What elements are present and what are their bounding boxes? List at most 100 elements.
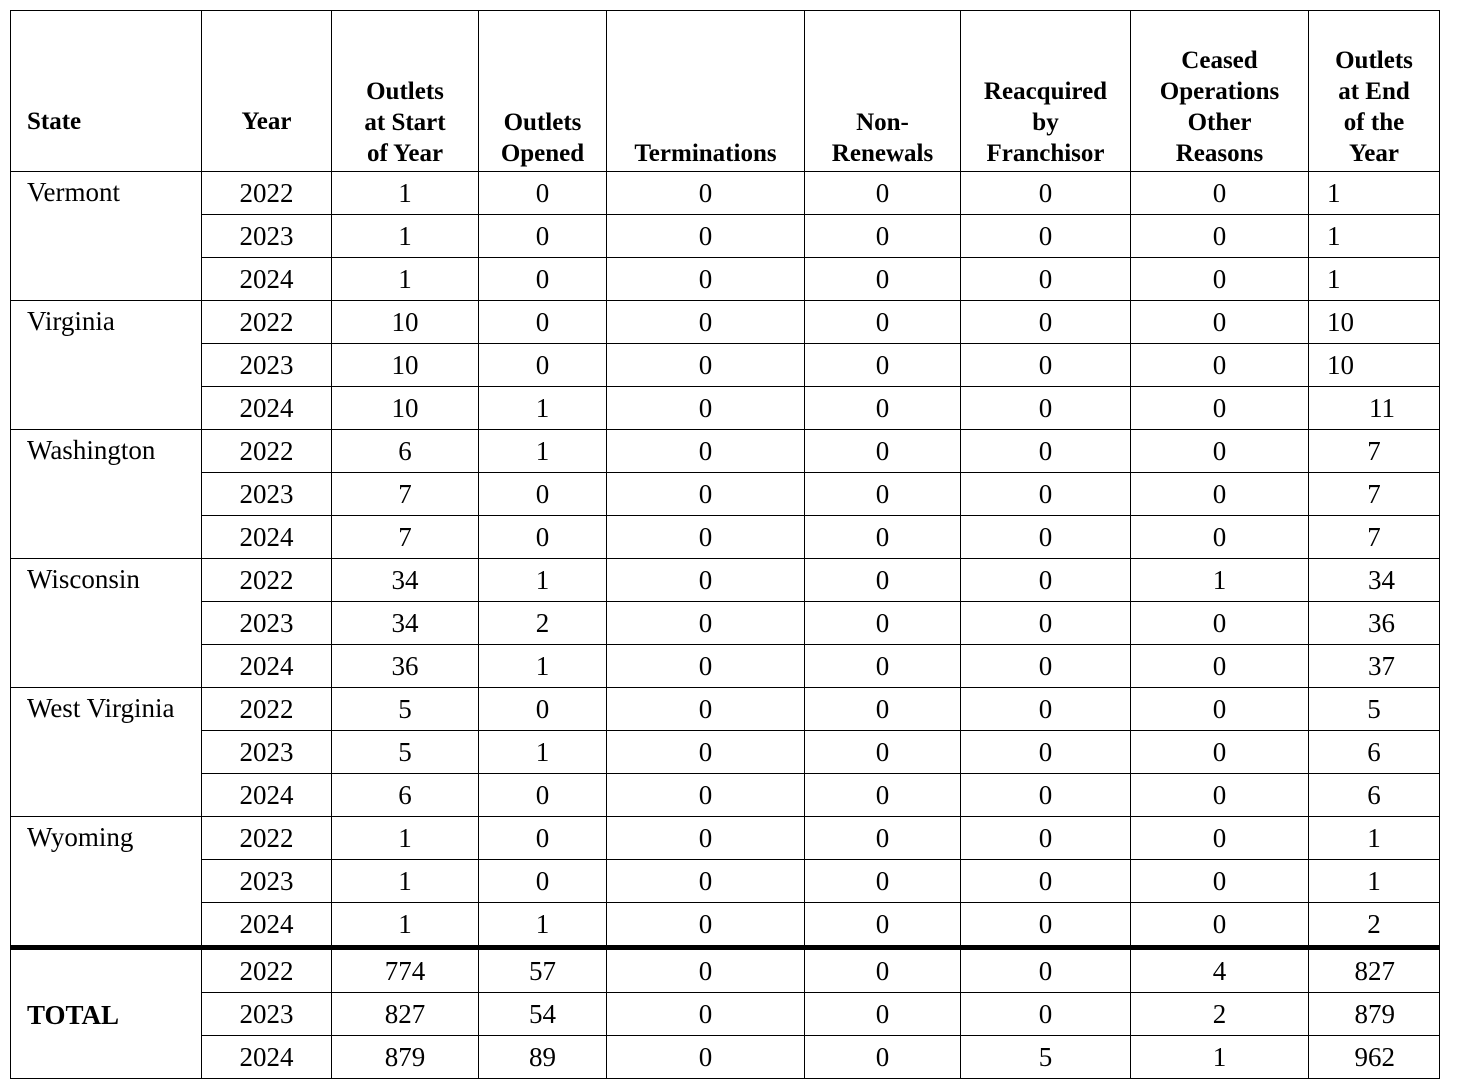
year-cell: 2023 [201,214,332,258]
ceased-cell: 0 [1130,343,1309,387]
ceased-cell: 0 [1130,472,1309,516]
header-line: Outlets [1335,47,1413,74]
terminations-cell: 0 [606,558,805,602]
reacquired-cell: 0 [960,472,1131,516]
reacquired-cell: 0 [960,386,1131,430]
nonrenewals-cell: 0 [804,730,961,774]
start-cell: 34 [331,558,479,602]
header-line: at End [1338,78,1410,105]
end-cell: 7 [1308,472,1440,516]
header-opened: Outlets Opened [478,10,607,172]
terminations-cell: 0 [606,992,805,1036]
year-cell: 2023 [201,343,332,387]
opened-cell: 0 [478,773,607,817]
start-cell: 5 [331,687,479,731]
header-line: Outlets [503,109,582,136]
end-cell: 37 [1308,644,1440,688]
opened-cell: 0 [478,257,607,301]
end-cell: 10 [1308,343,1440,387]
nonrenewals-cell: 0 [804,601,961,645]
start-cell: 1 [331,859,479,903]
opened-cell: 0 [478,859,607,903]
start-cell: 6 [331,429,479,473]
year-cell: 2022 [201,300,332,344]
start-cell: 1 [331,214,479,258]
start-cell: 774 [331,945,479,993]
header-row: State Year Outlets at Start of Year Outlet… [10,10,1440,172]
start-cell: 1 [331,257,479,301]
header-line: of Year [366,140,444,167]
end-cell: 36 [1308,601,1440,645]
start-cell: 7 [331,515,479,559]
header-line: Year [1349,140,1399,167]
opened-cell: 0 [478,816,607,860]
opened-cell: 1 [478,730,607,774]
year-cell: 2024 [201,902,332,948]
nonrenewals-cell: 0 [804,687,961,731]
year-cell: 2023 [201,472,332,516]
header-line: Opened [500,140,585,167]
nonrenewals-cell: 0 [804,343,961,387]
ceased-cell: 0 [1130,816,1309,860]
header-line: Other [1187,109,1252,136]
end-cell: 5 [1308,687,1440,731]
header-terminations: Terminations [606,10,805,172]
ceased-cell: 0 [1130,644,1309,688]
terminations-cell: 0 [606,343,805,387]
ceased-cell: 0 [1130,687,1309,731]
end-cell: 34 [1308,558,1440,602]
header-line: Terminations [634,140,777,167]
opened-cell: 1 [478,644,607,688]
start-cell: 6 [331,773,479,817]
terminations-cell: 0 [606,730,805,774]
opened-cell: 1 [478,558,607,602]
table-row: 2023 1 0 0 0 0 0 1 [11,214,1440,258]
nonrenewals-cell: 0 [804,171,961,215]
terminations-cell: 0 [606,945,805,993]
header-line: at Start [364,109,446,136]
terminations-cell: 0 [606,644,805,688]
table-row: 2024 1 1 0 0 0 0 2 [11,902,1440,948]
nonrenewals-cell: 0 [804,644,961,688]
start-cell: 10 [331,300,479,344]
start-cell: 827 [331,992,479,1036]
nonrenewals-cell: 0 [804,472,961,516]
opened-cell: 1 [478,429,607,473]
opened-cell: 57 [478,945,607,993]
end-cell: 6 [1308,730,1440,774]
reacquired-cell: 0 [960,730,1131,774]
end-cell: 879 [1308,992,1440,1036]
ceased-cell: 0 [1130,902,1309,948]
table-row: 2024 10 1 0 0 0 0 11 [11,386,1440,430]
header-state: State [10,10,202,172]
nonrenewals-cell: 0 [804,558,961,602]
end-cell: 827 [1308,945,1440,993]
opened-cell: 2 [478,601,607,645]
ceased-cell: 0 [1130,429,1309,473]
reacquired-cell: 0 [960,773,1131,817]
opened-cell: 0 [478,515,607,559]
terminations-cell: 0 [606,429,805,473]
end-cell: 2 [1308,902,1440,948]
table-row: Vermont 2022 1 0 0 0 0 0 1 [10,171,1440,301]
start-cell: 1 [331,171,479,215]
nonrenewals-cell: 0 [804,992,961,1036]
reacquired-cell: 0 [960,429,1131,473]
year-cell: 2022 [201,429,332,473]
ceased-cell: 0 [1130,171,1309,215]
year-cell: 2024 [201,257,332,301]
opened-cell: 0 [478,300,607,344]
reacquired-cell: 0 [960,343,1131,387]
terminations-cell: 0 [606,386,805,430]
year-cell: 2023 [201,730,332,774]
state-cell: West Virginia [10,687,202,817]
terminations-cell: 0 [606,601,805,645]
end-cell: 6 [1308,773,1440,817]
year-cell: 2022 [201,816,332,860]
reacquired-cell: 0 [960,558,1131,602]
start-cell: 36 [331,644,479,688]
nonrenewals-cell: 0 [804,300,961,344]
table-row: 2023 34 2 0 0 0 0 36 [11,601,1440,645]
nonrenewals-cell: 0 [804,515,961,559]
ceased-cell: 0 [1130,859,1309,903]
